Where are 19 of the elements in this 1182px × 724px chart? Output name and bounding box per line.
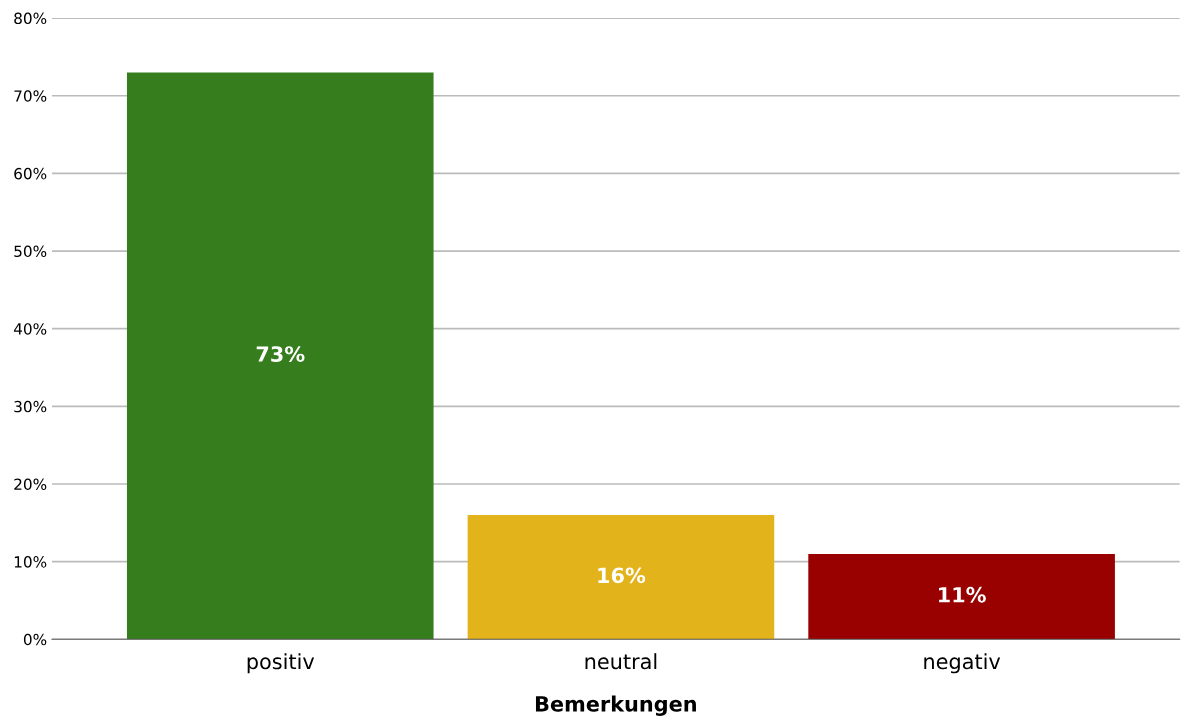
y-tick-label: 70% (14, 90, 47, 102)
x-tick-label: positiv (247, 653, 315, 674)
x-tick-label: negativ (924, 653, 1001, 674)
y-tick-label: 60% (14, 167, 47, 180)
x-axis-title: Bemerkungen (535, 695, 696, 716)
y-tick-label: 10% (14, 556, 47, 568)
data-label: 73% (256, 346, 305, 362)
y-tick-label: 50% (14, 245, 47, 258)
bar (467, 515, 775, 640)
data-label: 16% (598, 567, 646, 584)
x-tick-label: neutral (585, 653, 657, 670)
data-label: 11% (939, 586, 986, 603)
y-tick-label: 40% (13, 323, 47, 335)
bar (808, 553, 1115, 640)
y-tick-label: 30% (14, 400, 47, 413)
bar (126, 72, 434, 640)
y-tick-label: 0% (23, 633, 47, 646)
y-tick-label: 20% (14, 478, 47, 491)
y-tick-label: 80% (14, 12, 47, 25)
